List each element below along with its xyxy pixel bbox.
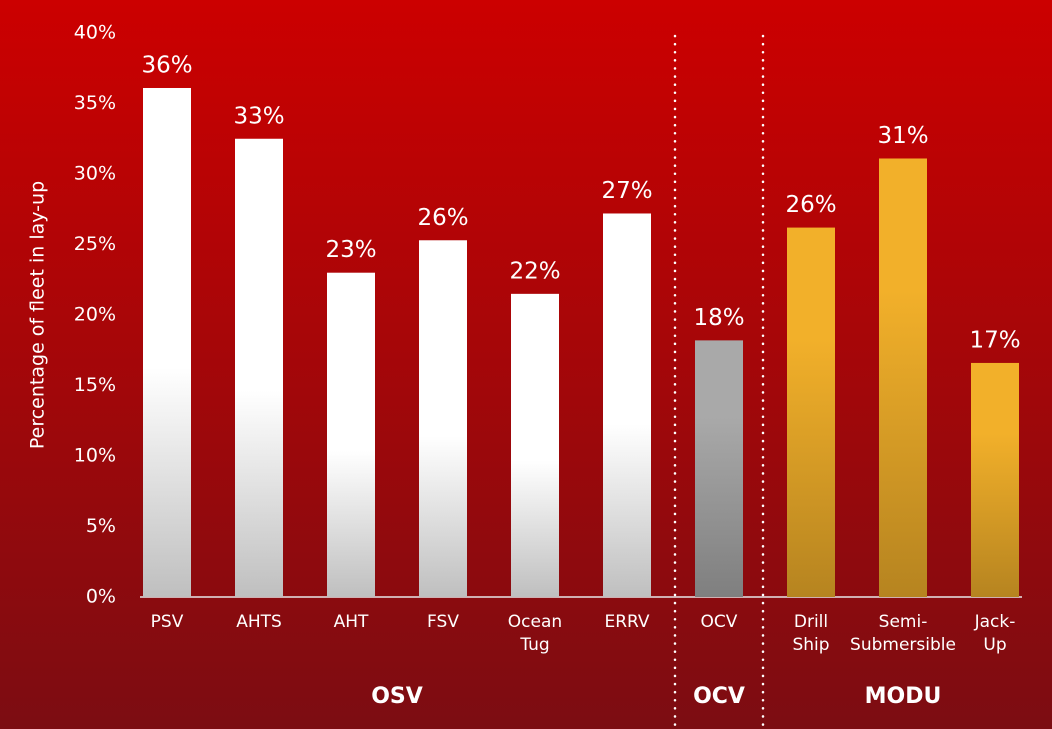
x-tick-label: AHT (334, 612, 369, 632)
x-tick-label: PSV (151, 612, 184, 632)
y-tick-label: 0% (86, 586, 116, 608)
x-tick-label: Semi- (879, 612, 928, 632)
y-tick-label: 25% (74, 233, 116, 255)
group-label: OSV (371, 684, 423, 709)
bar (327, 272, 375, 597)
bar (603, 213, 651, 598)
bar (235, 138, 283, 597)
value-label: 23% (325, 237, 376, 263)
value-label: 27% (601, 178, 652, 204)
value-label: 26% (785, 192, 836, 218)
y-axis-label: Percentage of fleet in lay-up (27, 181, 49, 449)
x-tick-label: Tug (519, 635, 549, 655)
x-tick-label: Submersible (850, 635, 956, 655)
y-tick-label: 20% (74, 304, 116, 326)
bar (879, 158, 927, 598)
y-tick-label: 40% (74, 22, 116, 44)
group-label: MODU (865, 684, 942, 709)
y-tick-label: 10% (74, 445, 116, 467)
y-tick-label: 5% (86, 515, 116, 537)
bar (695, 340, 743, 597)
value-label: 26% (417, 205, 468, 231)
group-label: OCV (693, 684, 745, 709)
bar (419, 240, 467, 597)
x-tick-label: ERRV (604, 612, 649, 632)
x-tick-label: Up (983, 635, 1006, 655)
value-label: 33% (233, 103, 284, 129)
value-label: 18% (693, 305, 744, 331)
value-label: 17% (969, 327, 1020, 353)
bar (143, 87, 191, 598)
value-label: 36% (141, 52, 192, 78)
x-tick-label: AHTS (236, 612, 282, 632)
bar (787, 227, 835, 597)
y-tick-label: 15% (74, 374, 116, 396)
bar (971, 362, 1019, 597)
x-tick-label: FSV (427, 612, 459, 632)
value-label: 22% (509, 258, 560, 284)
x-tick-label: OCV (701, 612, 738, 632)
y-tick-label: 35% (74, 92, 116, 114)
x-tick-label: Ocean (508, 612, 562, 632)
bar (511, 293, 559, 597)
value-label: 31% (877, 123, 928, 149)
x-tick-label: Drill (794, 612, 828, 632)
x-tick-label: Ship (792, 635, 829, 655)
y-tick-label: 30% (74, 163, 116, 185)
x-tick-label: Jack- (974, 612, 1016, 632)
